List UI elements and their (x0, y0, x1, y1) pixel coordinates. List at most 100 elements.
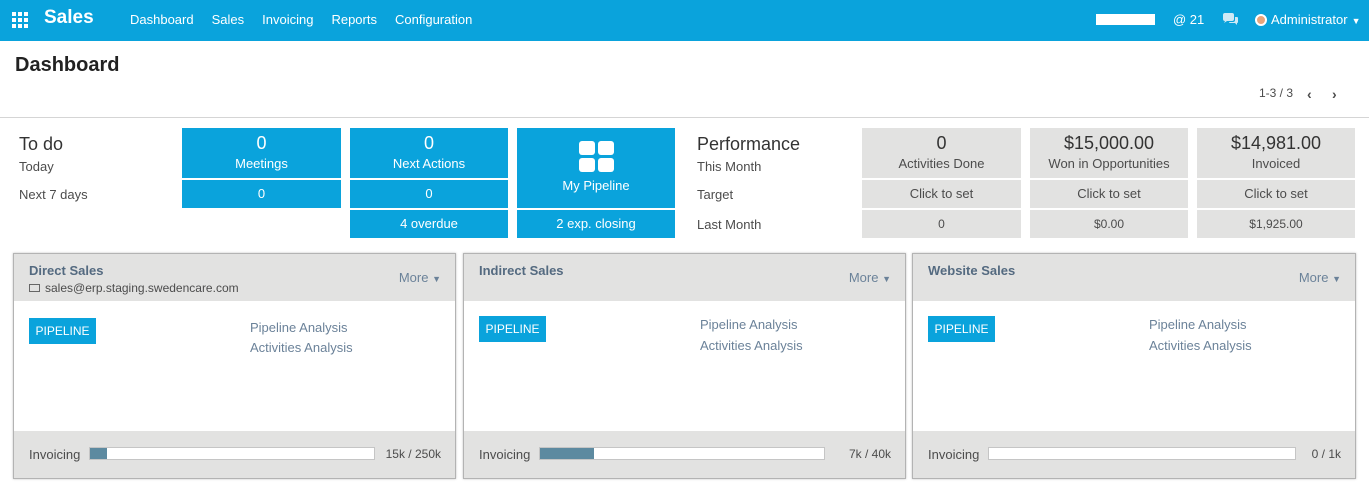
next-actions-label: Next Actions (392, 156, 466, 171)
performance-title: Performance (697, 134, 801, 154)
caret-down-icon: ▼ (1332, 274, 1341, 284)
won-opportunities-tile[interactable]: $15,000.00 Won in Opportunities (1030, 128, 1188, 178)
invoicing-value[interactable]: 0 / 1k (1311, 447, 1341, 461)
caret-down-icon: ▼ (1351, 16, 1361, 26)
invoicing-label: Invoicing (928, 447, 980, 462)
next-actions-value: 0 (423, 133, 434, 153)
user-menu[interactable]: Administrator ▼ (1255, 12, 1361, 27)
card-header: Direct Sales sales@erp.staging.swedencar… (14, 254, 455, 301)
pager-previous-button[interactable]: ‹ (1307, 86, 1312, 102)
activities-target-cell[interactable]: Click to set (862, 180, 1021, 208)
team-email: sales@erp.staging.swedencare.com (29, 281, 239, 295)
next-actions-overdue-cell[interactable]: 4 overdue (350, 210, 508, 238)
team-name[interactable]: Direct Sales (29, 263, 104, 278)
performance-row-target: Target (697, 187, 734, 202)
next-actions-tile[interactable]: 0 Next Actions (350, 128, 508, 178)
performance-row-this-month: This Month (697, 159, 762, 174)
invoicing-value[interactable]: 7k / 40k (848, 447, 891, 461)
won-opportunities-label: Won in Opportunities (1048, 156, 1170, 171)
more-label: More (848, 270, 879, 285)
next-actions-next7-cell[interactable]: 0 (350, 180, 508, 208)
app-title: Sales (44, 7, 94, 28)
more-dropdown[interactable]: More ▼ (849, 270, 891, 285)
invoiced-last-month-cell: $1,925.00 (1197, 210, 1355, 238)
avatar (1255, 14, 1267, 26)
invoiced-value: $14,981.00 (1230, 133, 1322, 153)
main-menu: Dashboard Sales Invoicing Reports Config… (130, 12, 490, 27)
activities-done-label: Activities Done (898, 156, 985, 171)
team-card-direct-sales: Direct Sales sales@erp.staging.swedencar… (13, 253, 456, 479)
meetings-value: 0 (256, 133, 267, 153)
activities-done-tile[interactable]: 0 Activities Done (862, 128, 1021, 178)
menu-dashboard[interactable]: Dashboard (130, 12, 194, 27)
activities-last-month-cell: 0 (862, 210, 1021, 238)
apps-grid-icon[interactable] (12, 12, 28, 28)
card-footer: Invoicing 15k / 250k (14, 431, 455, 478)
pipeline-analysis-link[interactable]: Pipeline Analysis (250, 320, 348, 335)
my-pipeline-tile[interactable]: My Pipeline (517, 128, 675, 208)
invoicing-label: Invoicing (29, 447, 81, 462)
activities-done-value: 0 (936, 133, 947, 153)
invoiced-label: Invoiced (1251, 156, 1301, 171)
more-dropdown[interactable]: More ▼ (399, 270, 441, 285)
card-footer: Invoicing 7k / 40k (464, 431, 905, 478)
pipeline-button[interactable]: PIPELINE (479, 316, 546, 342)
menu-sales[interactable]: Sales (211, 12, 245, 27)
pipeline-grid-icon (578, 141, 614, 172)
team-card-website-sales: Website Sales More ▼ PIPELINE Pipeline A… (912, 253, 1356, 479)
exp-closing-cell[interactable]: 2 exp. closing (517, 210, 675, 238)
more-label: More (398, 270, 429, 285)
top-navbar: Sales Dashboard Sales Invoicing Reports … (0, 0, 1369, 41)
caret-down-icon: ▼ (432, 274, 441, 284)
menu-reports[interactable]: Reports (331, 12, 377, 27)
card-header: Website Sales More ▼ (913, 254, 1355, 301)
systray-search-field[interactable] (1096, 14, 1155, 25)
invoicing-progress-fill (90, 448, 108, 459)
team-name[interactable]: Indirect Sales (479, 263, 564, 278)
menu-configuration[interactable]: Configuration (394, 12, 473, 27)
mentions-counter[interactable]: @ 21 (1173, 12, 1205, 27)
card-header: Indirect Sales More ▼ (464, 254, 905, 301)
pipeline-analysis-link[interactable]: Pipeline Analysis (1149, 317, 1247, 332)
invoicing-value[interactable]: 15k / 250k (385, 447, 441, 461)
pipeline-button[interactable]: PIPELINE (29, 318, 96, 344)
chat-icon[interactable] (1222, 13, 1239, 27)
pager-value[interactable]: 1-3 / 3 (1259, 86, 1294, 100)
performance-row-last-month: Last Month (697, 217, 762, 232)
invoicing-progress-bar (539, 447, 825, 460)
won-opportunities-value: $15,000.00 (1063, 133, 1155, 153)
invoiced-target-cell[interactable]: Click to set (1197, 180, 1355, 208)
team-email-text: sales@erp.staging.swedencare.com (45, 281, 239, 295)
page-title: Dashboard (15, 54, 120, 76)
team-card-indirect-sales: Indirect Sales More ▼ PIPELINE Pipeline … (463, 253, 906, 479)
todo-row-next7: Next 7 days (19, 187, 88, 202)
card-footer: Invoicing 0 / 1k (913, 431, 1355, 478)
won-target-cell[interactable]: Click to set (1030, 180, 1188, 208)
invoicing-progress-fill (540, 448, 594, 459)
invoicing-label: Invoicing (479, 447, 531, 462)
divider (0, 117, 1369, 118)
won-last-month-cell: $0.00 (1030, 210, 1188, 238)
meetings-next7-cell[interactable]: 0 (182, 180, 341, 208)
pipeline-button[interactable]: PIPELINE (928, 316, 995, 342)
user-name: Administrator (1271, 12, 1348, 27)
activities-analysis-link[interactable]: Activities Analysis (250, 340, 353, 355)
invoicing-progress-bar (89, 447, 375, 460)
activities-analysis-link[interactable]: Activities Analysis (700, 338, 803, 353)
meetings-label: Meetings (235, 156, 288, 171)
team-name[interactable]: Website Sales (928, 263, 1016, 278)
caret-down-icon: ▼ (882, 274, 891, 284)
pipeline-analysis-link[interactable]: Pipeline Analysis (700, 317, 798, 332)
my-pipeline-label: My Pipeline (562, 178, 630, 193)
todo-row-today: Today (19, 159, 54, 174)
more-dropdown[interactable]: More ▼ (1299, 270, 1341, 285)
invoicing-progress-bar (988, 447, 1296, 460)
pager-next-button[interactable]: › (1332, 86, 1337, 102)
invoiced-tile[interactable]: $14,981.00 Invoiced (1197, 128, 1355, 178)
todo-title: To do (19, 134, 64, 154)
meetings-tile[interactable]: 0 Meetings (182, 128, 341, 178)
activities-analysis-link[interactable]: Activities Analysis (1149, 338, 1252, 353)
envelope-icon (29, 284, 40, 292)
menu-invoicing[interactable]: Invoicing (262, 12, 314, 27)
more-label: More (1298, 270, 1329, 285)
